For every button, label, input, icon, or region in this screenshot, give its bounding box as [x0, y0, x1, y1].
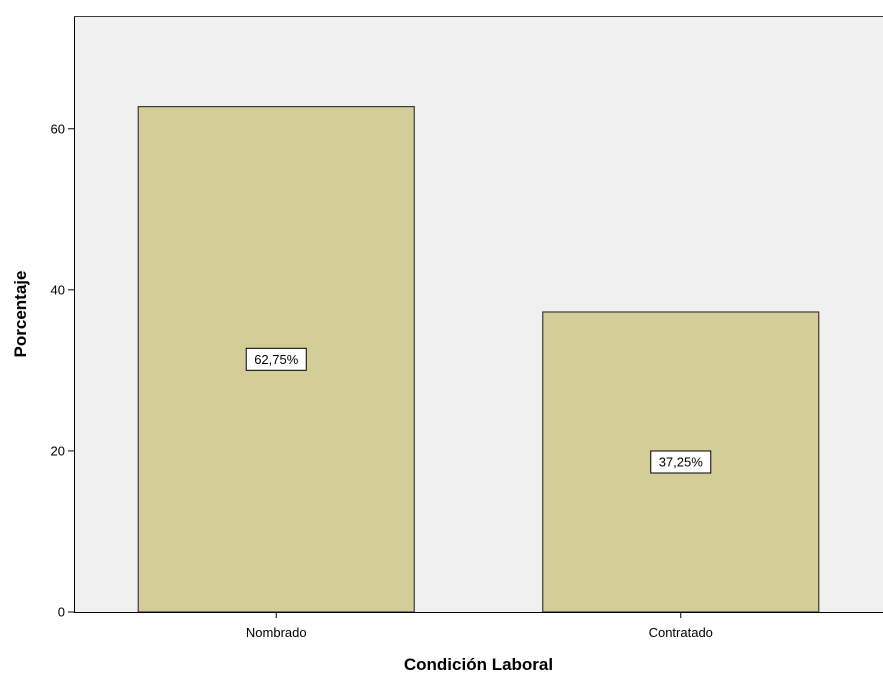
y-tick-label: 40	[51, 282, 65, 297]
y-tick-label: 20	[51, 443, 65, 458]
y-axis-title: Porcentaje	[11, 271, 30, 358]
data-label: 62,75%	[254, 352, 299, 367]
data-label: 37,25%	[659, 454, 704, 469]
bars-group: 62,75% 37,25%	[137, 106, 820, 613]
x-tick-label: Nombrado	[246, 625, 307, 640]
y-axis: 0 20 40 60	[51, 16, 75, 620]
x-axis-title: Condición Laboral	[404, 655, 553, 674]
data-label-box	[650, 450, 712, 474]
y-tick-label: 60	[51, 121, 65, 136]
x-axis: Nombrado Contratado	[74, 612, 883, 640]
y-tick-label: 0	[58, 605, 65, 620]
x-tick-label: Contratado	[649, 625, 713, 640]
data-label-box	[245, 347, 307, 371]
